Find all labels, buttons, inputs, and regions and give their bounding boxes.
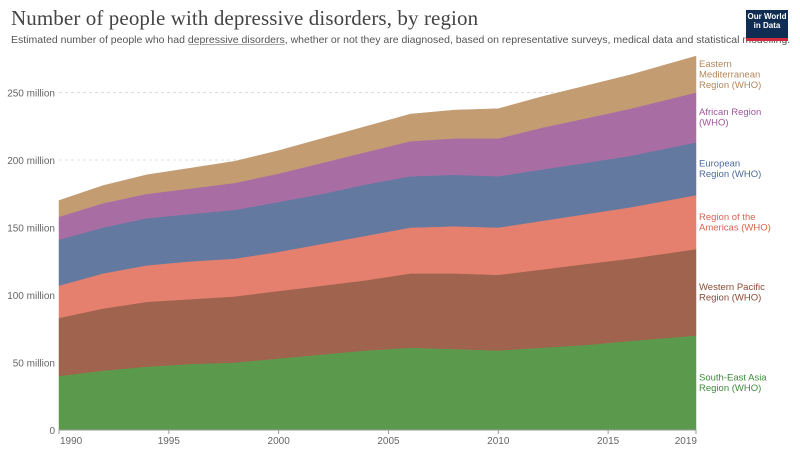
- subtitle-text-before: Estimated number of people who had: [11, 34, 188, 46]
- series-label-line: Region (WHO): [699, 293, 761, 304]
- logo-line-2: in Data: [753, 21, 781, 30]
- series-label[interactable]: Region of the Americas (WHO): [699, 212, 771, 234]
- series-label-line: South-East Asia: [699, 373, 767, 384]
- series-label[interactable]: European Region (WHO): [699, 159, 761, 181]
- series-label-line: Eastern: [699, 59, 732, 70]
- subtitle-text-after: , whether or not they are diagnosed, bas…: [284, 34, 791, 46]
- series-label-line: African Region: [699, 107, 761, 118]
- owid-logo[interactable]: Our World in Data: [746, 10, 788, 41]
- series-label-line: Region (WHO): [699, 383, 761, 394]
- y-tick-label: 150 million: [7, 224, 55, 235]
- chart-title: Number of people with depressive disorde…: [11, 6, 479, 30]
- x-tick-label: 1990: [60, 436, 83, 447]
- series-label-line: Western Pacific: [699, 282, 765, 293]
- y-tick-label: 50 million: [13, 359, 55, 370]
- y-tick-label: 0: [49, 426, 55, 437]
- series-label[interactable]: South-East Asia Region (WHO): [699, 373, 767, 395]
- x-tick-label: 2015: [597, 436, 620, 447]
- x-tick-label: 2010: [487, 436, 510, 447]
- series-label-line: (WHO): [699, 118, 729, 129]
- series-label-line: European: [699, 159, 740, 170]
- series-label[interactable]: Eastern Mediterranean Region (WHO): [699, 59, 761, 91]
- area-series[interactable]: [58, 55, 697, 218]
- x-tick-label: 1995: [158, 436, 181, 447]
- x-tick-label: 2005: [377, 436, 400, 447]
- y-tick-label: 100 million: [7, 291, 55, 302]
- y-tick-label: 200 million: [7, 156, 55, 167]
- y-tick-label: 250 million: [7, 89, 55, 100]
- x-tick-label: 2000: [268, 436, 291, 447]
- series-label[interactable]: Western Pacific Region (WHO): [699, 282, 765, 304]
- series-label-line: Region of the: [699, 212, 756, 223]
- depressive-disorders-link[interactable]: depressive disorders: [187, 34, 285, 46]
- series-label-line: Americas (WHO): [699, 222, 771, 233]
- series-label-line: Region (WHO): [699, 169, 761, 180]
- series-label-line: Region (WHO): [699, 80, 761, 91]
- chart-subtitle: Estimated number of people who had depre…: [11, 34, 790, 46]
- logo-line-1: Our World: [747, 12, 787, 21]
- series-label[interactable]: African Region (WHO): [699, 107, 761, 129]
- series-label-line: Mediterranean: [699, 69, 760, 80]
- x-tick-label: 2019: [675, 436, 698, 447]
